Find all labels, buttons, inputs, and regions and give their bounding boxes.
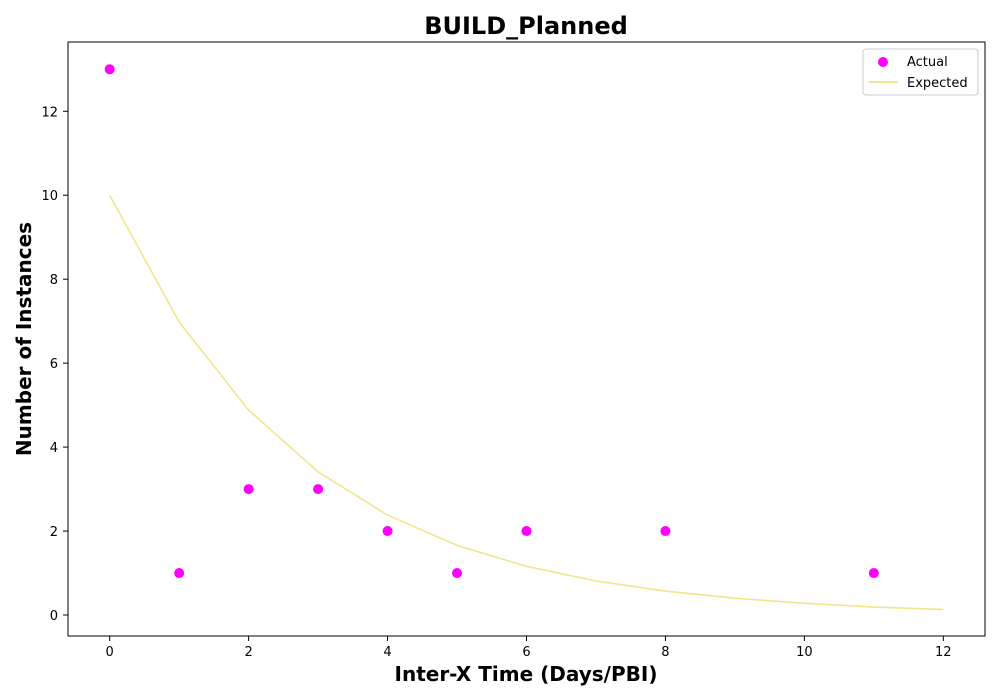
actual-data-point	[452, 568, 463, 579]
legend-actual-marker	[878, 57, 888, 67]
legend-box	[862, 48, 979, 96]
actual-data-point	[313, 484, 324, 495]
x-tick-label: 2	[244, 645, 252, 660]
x-tick-label: 12	[935, 645, 952, 660]
y-tick-label: 6	[50, 357, 58, 372]
x-tick-label: 10	[796, 645, 813, 660]
x-tick-label: 4	[383, 645, 391, 660]
y-tick-label: 2	[50, 525, 58, 540]
legend-actual-label: Actual	[907, 55, 948, 70]
actual-data-point	[104, 64, 115, 75]
expected-series-line	[108, 194, 944, 611]
legend-expected-label: Expected	[907, 76, 968, 91]
y-tick-label: 10	[41, 189, 58, 204]
x-axis-label: Inter-X Time (Days/PBI)	[395, 662, 658, 686]
actual-data-point	[382, 526, 393, 537]
y-tick-label: 0	[50, 609, 58, 624]
actual-data-point	[174, 568, 185, 579]
chart-title: BUILD_Planned	[424, 12, 628, 40]
y-axis-label: Number of Instances	[12, 222, 36, 456]
x-tick-label: 8	[661, 645, 669, 660]
x-tick-label: 6	[522, 645, 530, 660]
series-layer	[104, 64, 944, 611]
plot-area	[67, 41, 986, 637]
actual-data-point	[243, 484, 254, 495]
actual-data-point	[660, 526, 671, 537]
actual-data-point	[868, 568, 879, 579]
actual-data-point	[521, 526, 532, 537]
x-tick-label: 0	[106, 645, 114, 660]
x-axis-ticks: 0 2 4 6 8 10 12	[106, 636, 952, 660]
legend: Actual Expected	[862, 48, 979, 96]
y-tick-label: 4	[50, 441, 58, 456]
y-axis-ticks: 0 2 4 6 8 10 12	[41, 105, 68, 624]
y-tick-label: 12	[41, 105, 58, 120]
y-tick-label: 8	[50, 273, 58, 288]
